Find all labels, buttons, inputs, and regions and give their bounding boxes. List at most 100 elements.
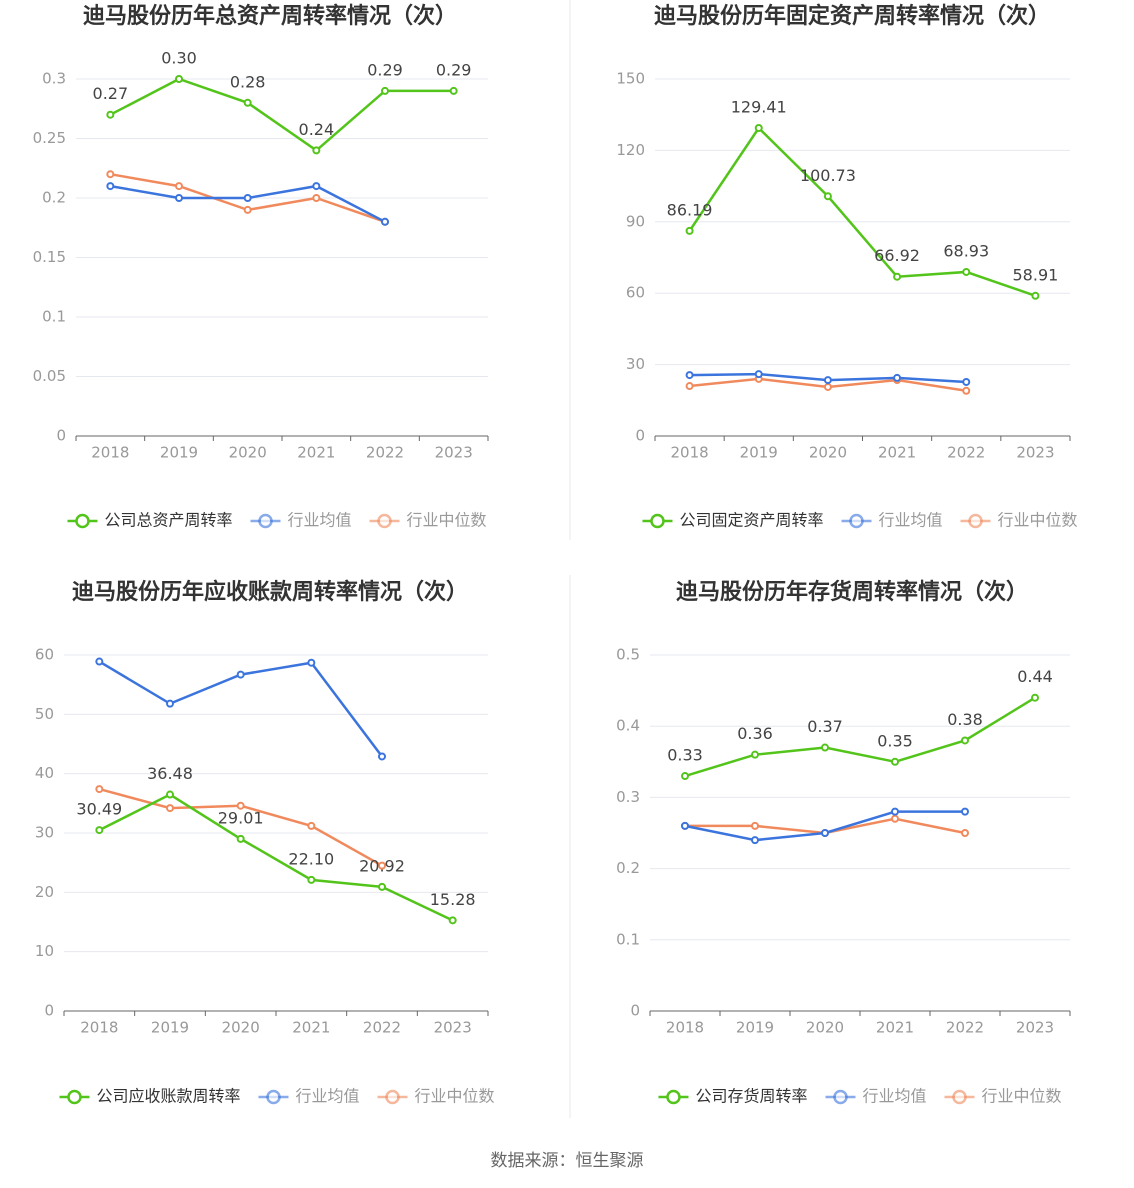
x-tick-label: 2022 [363,1019,401,1037]
point [381,86,389,95]
point [95,826,104,835]
data-label: 100.73 [800,166,856,185]
point [312,182,321,191]
data-label: 58.91 [1013,265,1059,284]
legend-label: 行业中位数 [998,511,1078,530]
legend-icon [266,1089,281,1105]
data-label: 86.19 [667,200,713,219]
point [381,217,389,226]
legend-label: 公司应收账款周转率 [96,1087,240,1106]
x-tick-label: 2020 [229,444,267,462]
y-tick-label: 0.2 [42,189,66,207]
point [685,371,694,380]
data-label: 29.01 [218,808,264,827]
data-label: 22.10 [288,849,334,868]
data-label: 0.36 [737,724,773,743]
point [243,194,252,202]
point [106,182,115,191]
data-label: 0.33 [667,746,703,765]
point [95,657,104,666]
point [95,785,104,794]
point [243,205,252,214]
point [307,658,316,667]
legend-label: 行业中位数 [407,511,487,530]
point [307,875,316,884]
data-label: 0.37 [807,717,843,736]
point [821,743,829,752]
point [449,86,458,95]
y-tick-label: 120 [616,141,645,159]
point [961,736,969,745]
data-label: 66.92 [874,246,920,265]
data-label: 0.35 [877,731,913,750]
x-tick-label: 2021 [292,1019,330,1037]
point [236,801,245,810]
data-label: 129.41 [731,98,787,117]
point [823,376,832,385]
x-tick-label: 2018 [670,444,708,462]
series-line [684,696,1036,778]
x-tick-label: 2020 [806,1019,844,1037]
x-tick-label: 2021 [878,444,916,462]
y-tick-label: 0.1 [616,930,640,948]
point [236,670,245,679]
data-label: 15.28 [430,890,476,909]
point [236,834,245,843]
point [754,370,763,379]
y-tick-label: 0.1 [42,308,66,326]
legend-icon [833,1089,848,1105]
point [962,377,971,386]
y-tick-label: 0.4 [616,717,640,735]
data-label: 68.93 [943,241,989,260]
x-tick-label: 2019 [151,1019,189,1037]
series-line [109,77,454,152]
y-tick-label: 0 [630,1002,640,1020]
point [106,170,115,179]
point [175,194,183,202]
x-tick-label: 2022 [366,444,404,462]
y-tick-label: 0.15 [33,248,66,266]
data-label: 30.49 [76,800,122,819]
point [823,382,832,391]
point [891,757,899,766]
legend-icon [377,513,392,529]
y-tick-label: 0 [56,427,66,445]
x-tick-label: 2023 [434,1019,472,1037]
legend-label: 行业均值 [287,511,351,530]
series-line [688,126,1036,297]
legend-icon [67,1089,82,1105]
point [821,829,829,837]
x-tick-label: 2018 [80,1019,118,1037]
y-tick-label: 0.05 [33,367,66,385]
point [754,124,763,133]
point [166,804,174,813]
chart-title: 迪马股份历年总资产周转率情况（次） [83,3,457,29]
point [893,373,902,382]
legend: 公司固定资产周转率 行业均值 行业中位数 [642,511,1078,530]
point [106,110,115,119]
point [823,192,832,201]
y-tick-label: 10 [35,942,54,960]
data-label: 0.24 [299,120,335,139]
data-label: 0.29 [436,60,472,79]
legend-label: 行业中位数 [415,1087,495,1106]
x-tick-label: 2021 [297,444,335,462]
x-tick-label: 2020 [222,1019,260,1037]
point [175,75,183,83]
legend-icon [666,1089,681,1105]
point [166,699,174,708]
point [1031,693,1039,702]
legend: 公司应收账款周转率 行业均值 行业中位数 [59,1087,495,1106]
x-tick-label: 2019 [736,1019,774,1037]
legend-label: 行业均值 [295,1087,359,1106]
point [751,836,759,845]
point [751,750,759,759]
point [961,829,969,837]
data-label: 36.48 [147,764,193,783]
legend: 公司总资产周转率 行业均值 行业中位数 [67,511,487,530]
chart-title: 迪马股份历年应收账款周转率情况（次） [72,579,468,605]
x-tick-label: 2022 [946,1019,984,1037]
point [962,267,971,276]
point [751,821,759,830]
